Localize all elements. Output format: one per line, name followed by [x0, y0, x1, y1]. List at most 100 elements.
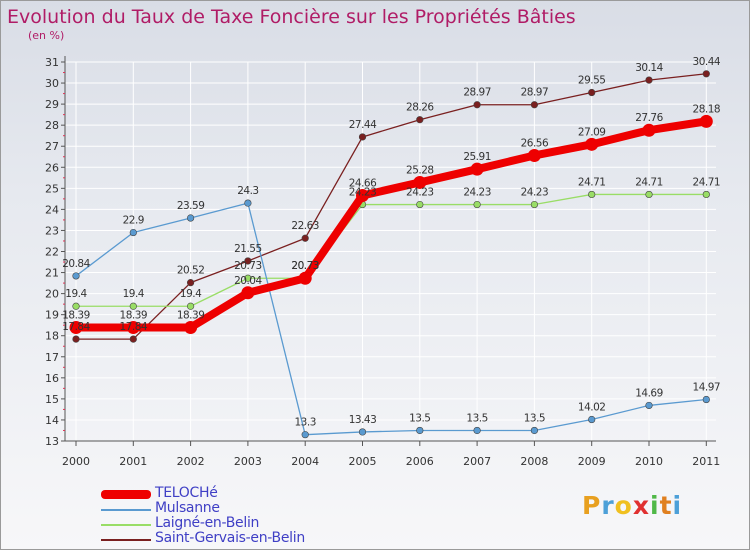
data-point	[585, 137, 599, 151]
data-label: 24.66	[349, 177, 377, 189]
data-point	[413, 175, 427, 189]
series-labels: 18.39 18.39 18.39 20.04 20.73 24.66 25.28 25.91…	[62, 56, 721, 429]
data-label: 14.02	[578, 402, 606, 414]
data-label: 27.76	[635, 112, 663, 124]
data-label: 20.84	[62, 258, 90, 270]
data-point	[530, 101, 539, 109]
data-label: 28.26	[406, 102, 434, 114]
legend-swatch	[101, 490, 151, 499]
x-tick-label: 2003	[234, 455, 262, 468]
legend-swatch	[101, 509, 151, 511]
data-label: 13.5	[466, 412, 487, 424]
x-tick-label: 2010	[635, 455, 663, 468]
data-point	[588, 88, 596, 97]
legend-swatch	[101, 539, 151, 541]
data-point	[642, 123, 656, 137]
data-label: 27.09	[578, 126, 606, 138]
x-tick-label: 2006	[406, 455, 434, 468]
data-point	[473, 200, 481, 209]
data-point	[473, 101, 481, 109]
series-line	[75, 73, 707, 340]
data-point	[588, 190, 596, 199]
data-point	[416, 200, 424, 209]
data-label: 28.97	[521, 87, 549, 99]
data-point	[187, 214, 195, 222]
y-tick-label: 29	[45, 98, 59, 111]
data-point	[244, 199, 252, 207]
data-point	[129, 335, 137, 343]
y-tick-label: 21	[45, 267, 59, 280]
legend-label: Saint-Gervais-en-Belin	[155, 530, 305, 546]
x-tick-label: 2005	[349, 455, 377, 468]
data-point	[129, 228, 137, 237]
x-tick-label: 2001	[119, 455, 147, 468]
data-label: 23.59	[177, 200, 205, 212]
data-point	[129, 302, 137, 310]
series-1	[72, 199, 710, 439]
x-tick-label: 2000	[62, 455, 90, 468]
legend-label: Laigné-en-Belin	[155, 515, 260, 531]
data-point	[416, 116, 424, 124]
data-label: 13.3	[295, 417, 316, 429]
data-label: 18.39	[120, 310, 148, 322]
data-label: 20.73	[291, 260, 319, 272]
chart-title: Evolution du Taux de Taxe Foncière sur l…	[7, 6, 576, 28]
data-point	[184, 321, 198, 335]
y-tick-label: 22	[45, 246, 59, 259]
y-tick-label: 20	[45, 288, 59, 301]
data-label: 20.52	[177, 265, 205, 277]
data-label: 22.63	[291, 220, 319, 232]
data-label: 13.43	[349, 414, 377, 426]
data-label: 24.23	[521, 187, 549, 199]
data-point	[241, 286, 255, 300]
y-tick-label: 17	[45, 351, 59, 364]
y-tick-label: 27	[45, 140, 59, 153]
legend-label: Mulsanne	[155, 500, 220, 516]
data-label: 21.55	[234, 243, 262, 255]
data-label: 28.18	[693, 103, 721, 115]
data-label: 25.28	[406, 164, 434, 176]
data-point	[702, 70, 710, 78]
y-tick-label: 15	[45, 393, 59, 406]
data-point	[187, 302, 195, 310]
logo-letter: x	[632, 491, 650, 520]
data-label: 24.3	[237, 185, 258, 197]
data-label: 14.97	[693, 382, 721, 394]
y-tick-label: 16	[45, 372, 59, 385]
data-label: 19.4	[180, 288, 202, 300]
legend-label: TELOCHé	[155, 485, 218, 501]
data-point	[530, 426, 539, 435]
logo-letter: o	[614, 491, 633, 520]
data-point	[530, 200, 539, 209]
data-label: 24.71	[578, 176, 606, 188]
data-point	[699, 114, 713, 128]
data-label: 13.5	[409, 412, 430, 424]
y-tick-label: 25	[45, 182, 59, 195]
x-tick-label: 2009	[578, 455, 606, 468]
data-label: 30.44	[693, 56, 721, 68]
data-label: 24.23	[406, 187, 434, 199]
data-label: 28.97	[463, 87, 491, 99]
data-label: 17.84	[120, 321, 148, 333]
data-label: 18.39	[62, 310, 90, 322]
data-point	[645, 401, 653, 410]
logo-letter: i	[672, 491, 683, 520]
series-line	[72, 117, 711, 332]
data-label: 20.73	[291, 260, 319, 272]
data-label: 17.84	[62, 321, 90, 333]
data-point	[358, 133, 367, 141]
data-point	[244, 257, 252, 265]
data-label: 24.23	[463, 187, 491, 199]
y-tick-label: 26	[45, 161, 59, 174]
data-point	[301, 431, 309, 439]
data-point	[645, 76, 653, 84]
x-tick-label: 2008	[520, 455, 548, 468]
x-tick-label: 2011	[692, 455, 720, 468]
data-label: 19.4	[65, 288, 87, 300]
series-0	[69, 114, 713, 335]
y-tick-label: 18	[45, 330, 59, 343]
grid	[65, 61, 716, 442]
data-point	[244, 274, 252, 282]
logo-letter: i	[650, 491, 660, 520]
